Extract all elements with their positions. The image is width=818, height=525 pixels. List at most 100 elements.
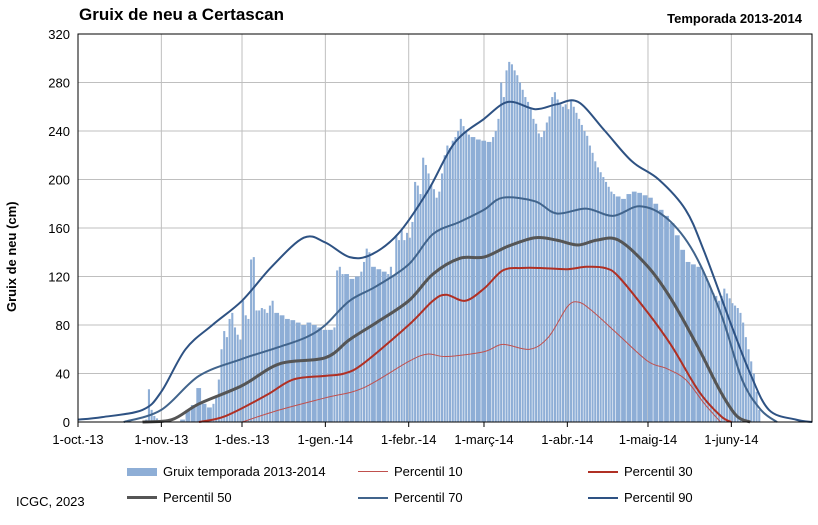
snow-depth-bar <box>349 278 355 422</box>
y-tick-label: 40 <box>56 367 70 382</box>
y-tick-label: 240 <box>48 124 70 139</box>
legend-swatch <box>358 471 388 472</box>
snow-depth-bar <box>734 305 737 422</box>
line-layer <box>77 99 813 424</box>
snow-depth-bar <box>451 140 454 422</box>
snow-depth-bar <box>513 70 516 422</box>
snow-depth-bar <box>279 315 285 422</box>
snow-depth-bar <box>360 271 363 422</box>
snow-depth-bar <box>750 361 753 422</box>
snow-depth-bar <box>457 131 460 422</box>
x-tick-label: 1-febr.-14 <box>381 432 437 447</box>
snow-depth-bar <box>392 276 395 422</box>
snow-depth-bar <box>621 198 626 422</box>
snow-depth-bar <box>664 215 669 422</box>
snow-depth-bar <box>567 109 570 423</box>
snow-depth-bar <box>190 405 196 422</box>
snow-depth-bar <box>537 133 540 423</box>
snow-depth-bar <box>301 325 306 422</box>
percentil-10-line <box>241 301 721 423</box>
snow-depth-bar <box>691 264 696 422</box>
snow-depth-bar <box>225 337 228 422</box>
snow-depth-bar <box>653 203 659 422</box>
snow-depth-bar <box>228 318 231 422</box>
snow-depth-bar <box>465 131 468 422</box>
snow-depth-bar <box>231 312 234 422</box>
snow-depth-bar <box>475 139 481 423</box>
snow-depth-bar <box>599 172 602 422</box>
snow-depth-bar <box>709 288 712 422</box>
snow-depth-bar <box>728 298 731 422</box>
snow-depth-bar <box>236 334 239 422</box>
snow-depth-bar <box>583 131 586 422</box>
snow-depth-bar <box>295 322 301 422</box>
snow-depth-bar <box>631 191 637 422</box>
snow-depth-bar <box>615 196 621 422</box>
snow-depth-bar <box>223 331 226 422</box>
snow-depth-bar <box>306 322 312 422</box>
legend-swatch <box>127 496 157 499</box>
snow-depth-bar <box>497 118 500 422</box>
snow-depth-bar <box>338 266 341 422</box>
percentil-30-line <box>198 265 732 423</box>
x-tick-label: 1-març-14 <box>454 432 513 447</box>
snow-depth-bar <box>613 194 616 422</box>
snow-depth-bar <box>454 137 457 422</box>
snow-depth-bar <box>274 312 280 422</box>
snow-depth-bar <box>336 270 339 422</box>
snow-depth-bar <box>440 173 444 422</box>
snow-depth-bar <box>739 312 742 422</box>
snow-depth-bar <box>594 161 597 422</box>
snow-depth-bar <box>502 97 505 423</box>
percentil-70-line <box>123 196 778 423</box>
snow-depth-bar <box>524 97 527 423</box>
snow-depth-bar <box>371 266 376 422</box>
snow-depth-bar <box>354 276 360 422</box>
x-tick-label: 1-gen.-14 <box>298 432 354 447</box>
legend-item: Percentil 30 <box>588 464 693 479</box>
snow-depth-bar <box>556 99 559 422</box>
snow-depth-bar <box>543 131 546 422</box>
snow-depth-bar <box>215 395 218 422</box>
snow-depth-bar <box>217 379 220 422</box>
percentil-50-line <box>142 235 751 424</box>
y-tick-label: 160 <box>48 221 70 236</box>
snow-depth-bar <box>242 300 245 422</box>
snow-depth-bar <box>578 118 581 422</box>
snow-depth-bar <box>207 407 212 422</box>
snow-depth-bar <box>185 409 191 422</box>
snow-depth-bar <box>397 240 401 422</box>
snow-depth-bar <box>580 124 583 422</box>
snow-depth-bar <box>747 349 750 422</box>
axis-layer: 0 40 80 120 160 200 240 280 320 1-oct.-13 1-nov.-1… <box>48 27 813 447</box>
snow-depth-bar <box>596 167 599 422</box>
snow-depth-bar <box>553 92 556 422</box>
legend-swatch <box>588 470 618 473</box>
legend-label: Percentil 30 <box>624 464 693 479</box>
snow-depth-bar <box>368 252 371 422</box>
legend-swatch <box>588 496 618 499</box>
snow-depth-bar <box>317 327 323 422</box>
snow-depth-bar <box>459 118 462 422</box>
snow-depth-bar <box>255 310 258 422</box>
snow-depth-bar <box>271 300 274 422</box>
legend-item: Percentil 10 <box>358 464 463 479</box>
legend-item: Percentil 90 <box>588 490 693 505</box>
legend-item: Gruix temporada 2013-2014 <box>127 464 326 479</box>
x-tick-label: 1-juny-14 <box>704 432 758 447</box>
snow-depth-bar <box>290 320 296 422</box>
snow-depth-bar <box>610 191 613 422</box>
snow-depth-bar <box>669 223 675 422</box>
snow-depth-bar <box>723 288 726 422</box>
snow-depth-bar <box>500 82 503 422</box>
snow-depth-bar <box>731 303 734 422</box>
legend-swatch <box>127 467 157 476</box>
snow-depth-bar <box>427 173 430 422</box>
legend-label: Percentil 90 <box>624 490 693 505</box>
snow-depth-bar <box>572 106 575 422</box>
snow-depth-bar <box>602 177 605 422</box>
snow-depth-bar <box>365 248 368 422</box>
snow-depth-bar <box>403 240 406 422</box>
y-tick-label: 200 <box>48 173 70 188</box>
